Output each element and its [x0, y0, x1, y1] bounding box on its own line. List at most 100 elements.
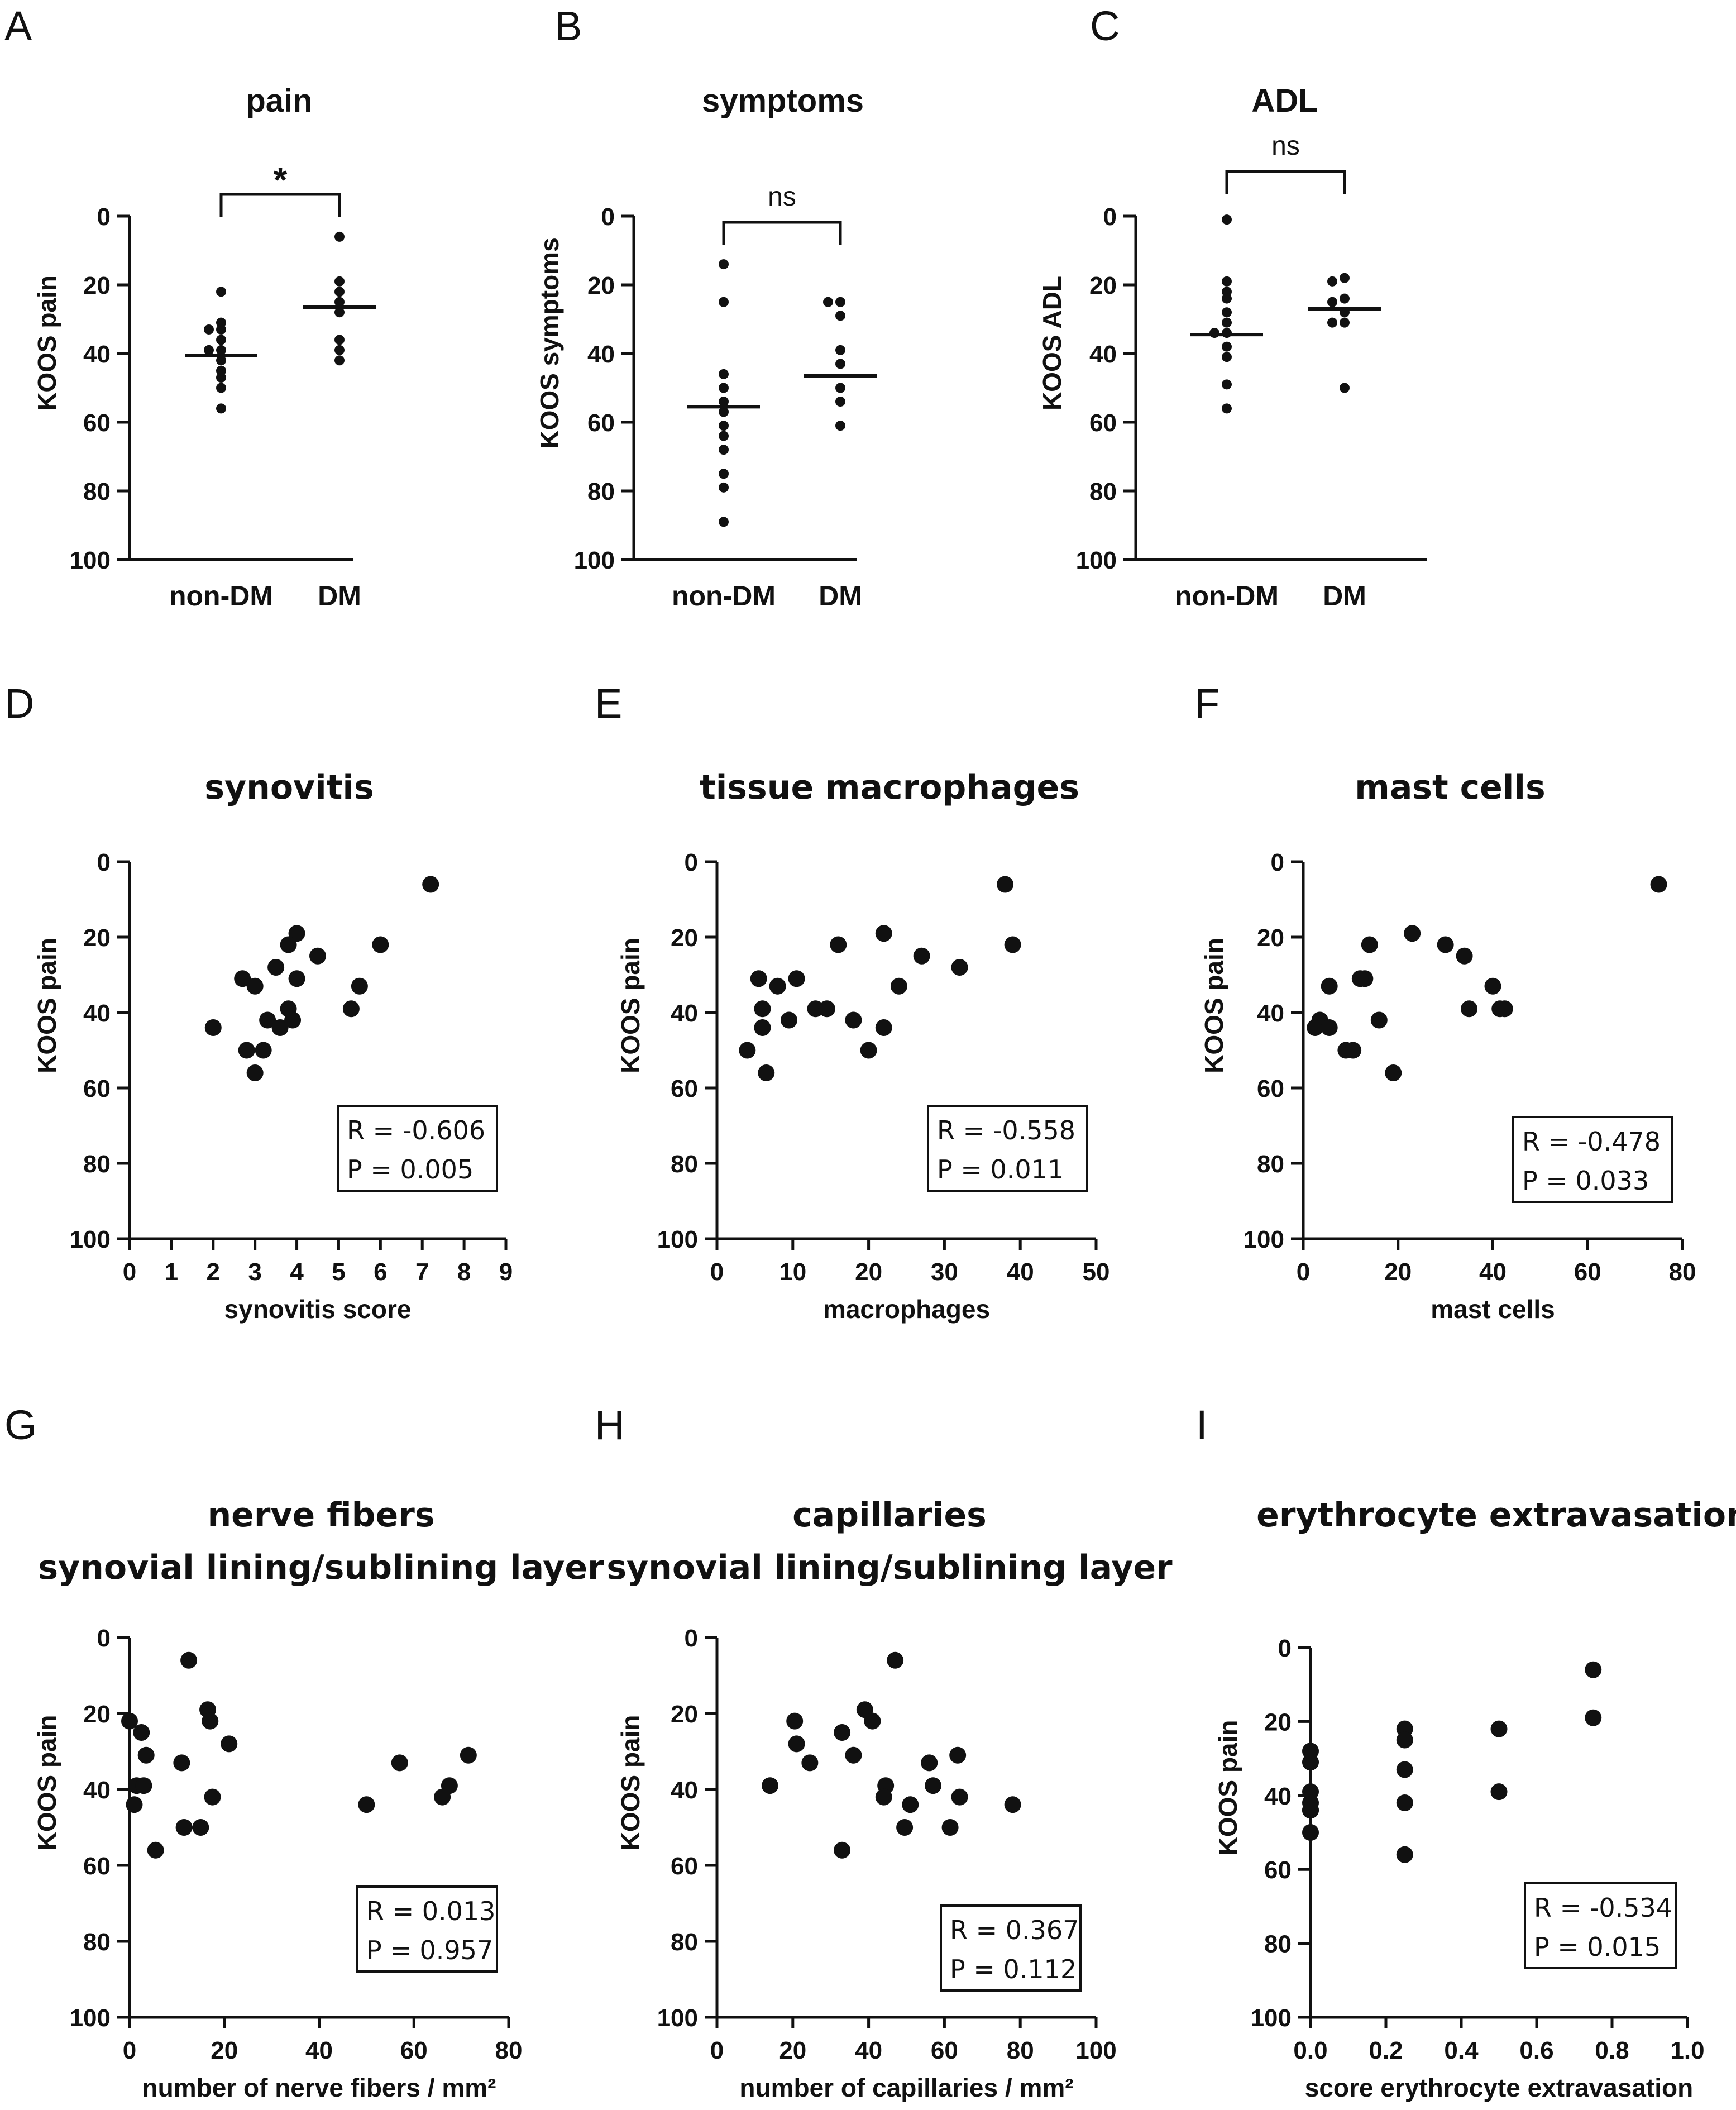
y-tick-label: 0: [601, 203, 615, 231]
panel-letter: G: [4, 1402, 37, 1448]
data-point: [835, 359, 845, 369]
y-axis-label: KOOS pain: [1213, 1720, 1242, 1856]
data-point: [216, 287, 226, 297]
y-axis-label: KOOS pain: [32, 275, 61, 411]
data-point: [234, 970, 251, 987]
y-tick-label: 100: [1244, 1226, 1284, 1253]
x-tick-label: 20: [855, 1258, 882, 1286]
data-point: [1327, 317, 1337, 328]
x-tick-label: 40: [1479, 1258, 1507, 1286]
chart-title: symptoms: [702, 83, 864, 119]
y-tick-label: 80: [1264, 1931, 1292, 1958]
data-point: [719, 297, 729, 307]
data-point: [422, 876, 439, 893]
chart-panel-F: mast cells F 0 20 40 60 80 100 KOOS pain 0 20 40 60 8…: [1194, 680, 1696, 1324]
chart-title: ADL: [1251, 83, 1318, 119]
data-point: [719, 431, 729, 441]
y-axis-label: KOOS pain: [32, 938, 61, 1073]
data-point: [830, 936, 847, 953]
data-point: [202, 1712, 219, 1730]
data-point: [1302, 1754, 1319, 1771]
data-point: [133, 1724, 150, 1741]
data-point: [238, 1042, 255, 1059]
data-point: [216, 403, 226, 414]
data-point: [246, 977, 264, 995]
y-tick-label: 40: [83, 1777, 111, 1804]
x-axis-label: mast cells: [1431, 1295, 1555, 1324]
x-tick-label: 4: [290, 1258, 304, 1286]
data-point: [860, 1042, 877, 1059]
data-point: [1370, 1011, 1388, 1029]
x-tick-label: 3: [248, 1258, 261, 1286]
data-point: [750, 970, 767, 987]
data-point: [216, 373, 226, 383]
data-point: [835, 311, 845, 321]
stats-p: P = 0.005: [347, 1154, 474, 1185]
y-tick-label: 60: [587, 409, 615, 437]
x-tick-label: 100: [1075, 2037, 1116, 2064]
y-tick-label: 40: [671, 1777, 698, 1804]
x-tick-label: 0.8: [1595, 2037, 1629, 2064]
data-point: [216, 383, 226, 393]
data-point: [180, 1651, 198, 1669]
x-tick-label: 50: [1083, 1258, 1110, 1286]
data-point: [1222, 352, 1232, 362]
data-point: [834, 1724, 851, 1741]
data-point: [358, 1796, 375, 1813]
x-tick-label: 60: [400, 2037, 428, 2064]
panel-letter: H: [595, 1402, 624, 1448]
data-point: [334, 231, 345, 242]
data-point: [719, 421, 729, 431]
chart-panel-D: synovitis D 0 20 40 60 80 100 KOOS pain 0 1 2 3 4 5 6 7 8…: [4, 680, 513, 1324]
category-label: non-DM: [672, 580, 776, 612]
y-tick-label: 80: [83, 1151, 111, 1178]
data-point: [951, 959, 968, 976]
data-point: [1327, 276, 1337, 287]
data-point: [216, 345, 226, 355]
y-tick-label: 100: [70, 547, 111, 574]
chart-panel-C: ADL C 0 20 40 60 80 100 KOOS ADL non-DM DM ns: [1037, 3, 1427, 612]
chart-panel-H: capillaries synovial lining/sublining lay…: [595, 1402, 1173, 2102]
data-point: [204, 1788, 221, 1806]
y-tick-label: 100: [70, 2004, 111, 2032]
y-tick-label: 80: [1089, 478, 1117, 505]
data-point: [1396, 1731, 1413, 1749]
x-tick-label: 0.4: [1444, 2037, 1479, 2064]
data-point: [271, 1019, 289, 1036]
data-point: [372, 936, 389, 953]
y-tick-label: 60: [671, 1075, 698, 1102]
y-tick-label: 60: [83, 1853, 111, 1880]
data-point: [835, 383, 845, 393]
y-tick-label: 80: [587, 478, 615, 505]
chart-panel-G: nerve fibers synovial lining/sublining la…: [4, 1402, 604, 2102]
stats-r: R = -0.478: [1522, 1126, 1661, 1157]
y-tick-label: 0: [685, 849, 698, 876]
chart-title: erythrocyte extravasation: [1256, 1496, 1736, 1535]
stats-box: [337, 1105, 498, 1192]
data-point: [739, 1042, 756, 1059]
data-point: [719, 383, 729, 393]
data-point: [204, 324, 214, 335]
x-tick-label: 0: [123, 2037, 136, 2064]
data-point: [267, 959, 285, 976]
panel-letter: A: [4, 3, 32, 49]
data-point: [216, 324, 226, 335]
significance-label: *: [274, 160, 288, 200]
y-tick-label: 40: [1089, 341, 1117, 368]
x-tick-label: 1.0: [1670, 2037, 1704, 2064]
data-point: [818, 1000, 835, 1018]
y-tick-label: 40: [587, 341, 615, 368]
x-tick-label: 20: [779, 2037, 806, 2064]
y-tick-label: 0: [97, 1625, 111, 1652]
data-point: [334, 297, 345, 307]
data-point: [1496, 1000, 1513, 1018]
data-point: [997, 876, 1014, 893]
data-point: [786, 1712, 804, 1730]
data-point: [1222, 276, 1232, 287]
data-point: [121, 1712, 138, 1730]
y-tick-label: 0: [97, 849, 111, 876]
stats-box: [356, 1885, 498, 1973]
data-point: [951, 1788, 968, 1806]
data-point: [845, 1011, 862, 1029]
x-tick-label: 40: [855, 2037, 882, 2064]
